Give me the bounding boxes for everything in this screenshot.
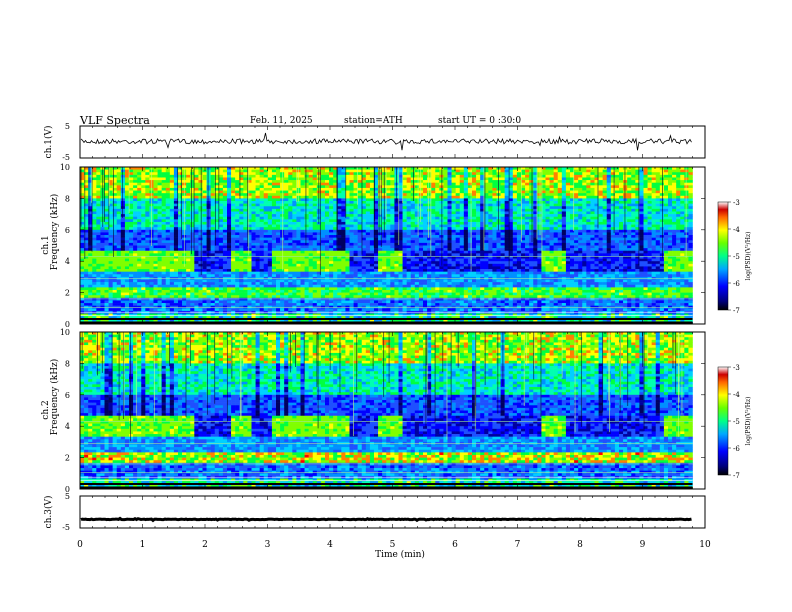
ch2-colorbar-label: log(PSD)(V²/Hz) <box>745 397 752 446</box>
x-tick-label: 1 <box>140 540 146 550</box>
ch1-waveform-panel: 5 -5 ch.1(V) <box>43 122 705 162</box>
ch3-ytick-bottom: -5 <box>62 523 70 532</box>
ch1-spectrogram-image <box>80 167 705 324</box>
ch1-ytick-top: 5 <box>65 122 70 131</box>
ch2-colorbar-tick: -6 <box>733 445 740 453</box>
ch2-spec-ytick-label: 2 <box>65 454 70 463</box>
ch1-spec-ytick-label: 4 <box>65 257 70 266</box>
ch1-ytick-bottom: -5 <box>62 153 70 162</box>
ch3-ytick-top: 5 <box>65 492 70 501</box>
ch3-ylabel: ch.3(V) <box>43 496 54 529</box>
ch1-colorbar-tick: -6 <box>733 280 740 288</box>
ch2-colorbar <box>718 367 728 475</box>
ch1-colorbar <box>718 202 728 310</box>
ch2-spec-ytick-label: 6 <box>65 391 70 400</box>
x-tick-label: 6 <box>452 540 458 550</box>
x-tick-label: 4 <box>327 540 333 550</box>
ch1-colorbar-tick: -4 <box>733 226 740 234</box>
ch1-colorbar-label: log(PSD)(V²/Hz) <box>745 232 752 281</box>
x-tick-label: 8 <box>577 540 583 550</box>
ch2-colorbar-tick: -4 <box>733 391 740 399</box>
ch1-colorbar-tick: -7 <box>733 307 740 315</box>
ch1-colorbar-tick: -5 <box>733 253 740 261</box>
ch2-spec-ytick-label: 4 <box>65 422 70 431</box>
ch2-spectrogram-image <box>80 332 705 489</box>
station-label: station=ATH <box>344 116 403 126</box>
date-label: Feb. 11, 2025 <box>250 116 313 126</box>
ch1-colorbar-tick: -3 <box>733 199 740 207</box>
ch2-spec-ytick-label: 10 <box>60 328 70 337</box>
ch3-waveform-line <box>81 518 692 520</box>
start-time-label: start UT = 0 :30:0 <box>438 116 521 126</box>
x-tick-label: 9 <box>640 540 646 550</box>
ch1-spec-ytick-label: 8 <box>65 194 70 203</box>
ch2-spec-ytick-label: 8 <box>65 359 70 368</box>
x-tick-label: 0 <box>77 540 83 550</box>
x-tick-label: 2 <box>202 540 208 550</box>
x-tick-label: 5 <box>390 540 396 550</box>
vlf-spectra-figure: VLF Spectra Feb. 11, 2025 station=ATH st… <box>0 0 792 612</box>
x-tick-label: 10 <box>699 540 711 550</box>
x-tick-label: 7 <box>515 540 521 550</box>
ch2-colorbar-tick: -7 <box>733 472 740 480</box>
x-axis-label: Time (min) <box>375 549 425 560</box>
ch2-freq-label: Frequency (kHz) <box>49 359 60 436</box>
x-tick-label: 3 <box>265 540 271 550</box>
ch3-waveform-panel: 5 -5 ch.3(V) 0 1 2 3 4 5 6 7 8 9 10 Time (min) <box>43 492 711 560</box>
ch1-spec-ytick-label: 10 <box>60 163 70 172</box>
ch2-colorbar-tick: -3 <box>733 364 740 372</box>
ch1-spec-ytick-label: 6 <box>65 226 70 235</box>
figure-title: VLF Spectra <box>79 114 150 127</box>
ch1-ylabel: ch.1(V) <box>43 126 54 159</box>
ch1-freq-label: Frequency (kHz) <box>49 194 60 271</box>
ch2-colorbar-tick: -5 <box>733 418 740 426</box>
ch1-spec-ytick-label: 2 <box>65 289 70 298</box>
